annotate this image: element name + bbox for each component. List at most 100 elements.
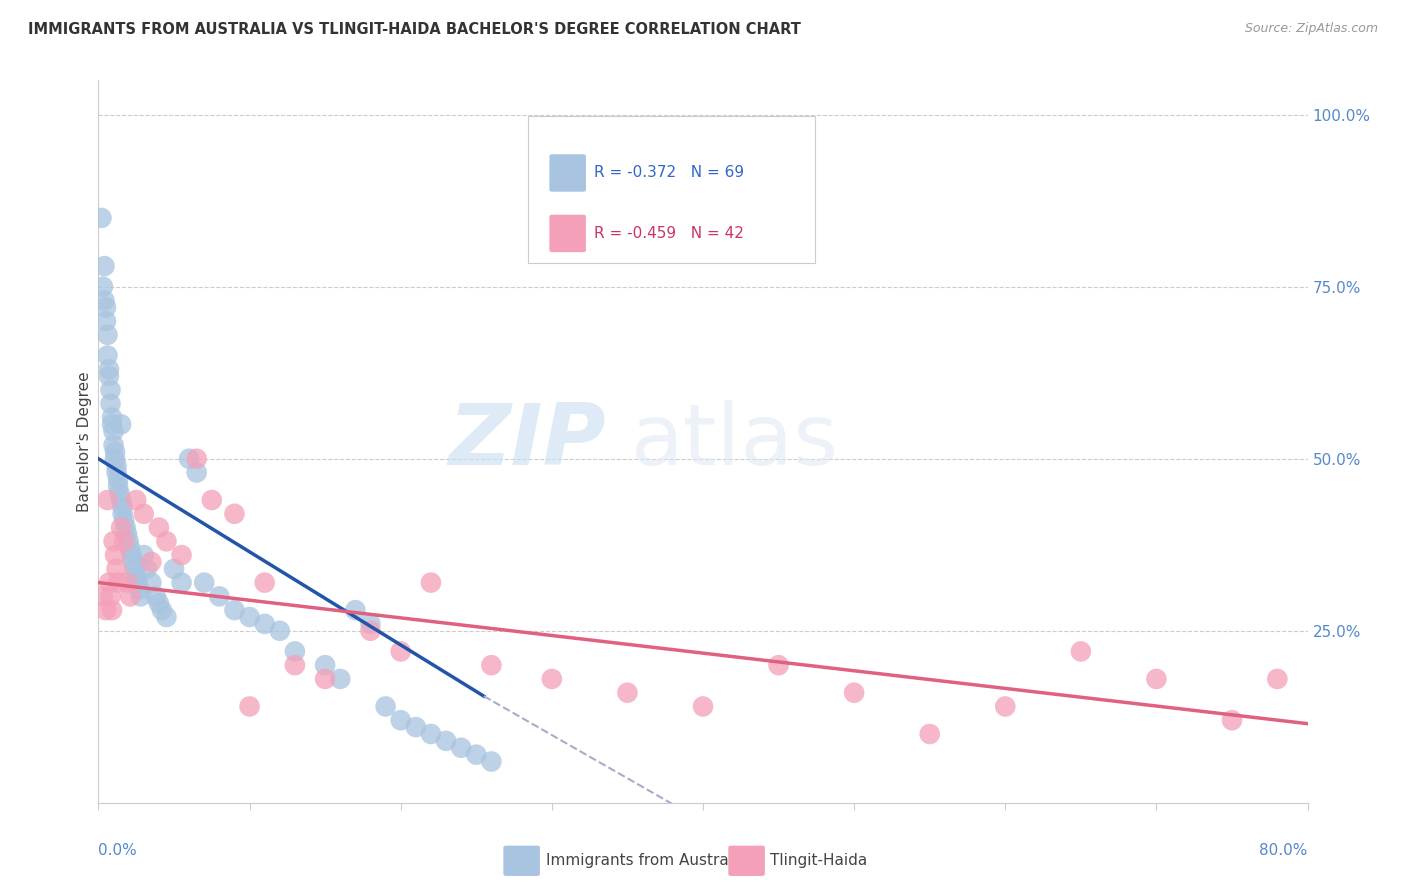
Point bbox=[100, 397, 122, 411]
Point bbox=[360, 624, 382, 638]
Point bbox=[128, 582, 150, 597]
Point bbox=[115, 527, 138, 541]
Point bbox=[112, 534, 135, 549]
Point bbox=[108, 486, 131, 500]
Point bbox=[481, 658, 503, 673]
Text: R = -0.372   N = 69: R = -0.372 N = 69 bbox=[595, 166, 745, 180]
Point bbox=[141, 575, 163, 590]
Point bbox=[450, 740, 472, 755]
Point bbox=[90, 211, 112, 225]
Point bbox=[104, 548, 127, 562]
Point bbox=[1070, 644, 1092, 658]
Point bbox=[96, 349, 118, 363]
Point bbox=[481, 755, 503, 769]
Point bbox=[434, 734, 457, 748]
Point bbox=[103, 534, 125, 549]
Point bbox=[224, 507, 246, 521]
Point bbox=[465, 747, 488, 762]
Point bbox=[110, 493, 132, 508]
Point bbox=[91, 590, 114, 604]
Y-axis label: Bachelor's Degree: Bachelor's Degree bbox=[77, 371, 91, 512]
Point bbox=[239, 610, 262, 624]
Point bbox=[389, 713, 412, 727]
Point bbox=[145, 590, 167, 604]
Point bbox=[186, 451, 208, 466]
Point bbox=[360, 616, 382, 631]
Point bbox=[100, 590, 122, 604]
Point bbox=[104, 445, 127, 459]
Point bbox=[94, 603, 117, 617]
Point bbox=[692, 699, 714, 714]
Text: ZIP: ZIP bbox=[449, 400, 606, 483]
Point bbox=[125, 568, 148, 582]
Point bbox=[114, 520, 136, 534]
Point bbox=[224, 603, 246, 617]
Text: R = -0.459   N = 42: R = -0.459 N = 42 bbox=[595, 226, 744, 241]
Point bbox=[253, 575, 276, 590]
Point bbox=[115, 575, 138, 590]
Point bbox=[93, 293, 115, 308]
Point bbox=[110, 520, 132, 534]
Point bbox=[420, 575, 443, 590]
Text: 0.0%: 0.0% bbox=[98, 843, 138, 857]
Text: atlas: atlas bbox=[630, 400, 838, 483]
Point bbox=[616, 686, 638, 700]
Point bbox=[163, 562, 186, 576]
Point bbox=[132, 507, 155, 521]
Point bbox=[107, 575, 129, 590]
Point bbox=[918, 727, 941, 741]
Point bbox=[98, 369, 121, 384]
Point bbox=[103, 438, 125, 452]
Point bbox=[101, 603, 124, 617]
Point bbox=[110, 417, 132, 432]
Text: Tlingit-Haida: Tlingit-Haida bbox=[770, 854, 868, 868]
Point bbox=[1144, 672, 1167, 686]
Point bbox=[96, 493, 118, 508]
Point bbox=[129, 590, 152, 604]
Point bbox=[186, 466, 208, 480]
Point bbox=[120, 541, 142, 556]
Point bbox=[193, 575, 215, 590]
Point bbox=[1220, 713, 1243, 727]
Point bbox=[141, 555, 163, 569]
Point bbox=[101, 410, 124, 425]
Point bbox=[105, 562, 128, 576]
Point bbox=[150, 603, 173, 617]
Point bbox=[93, 259, 115, 273]
Point bbox=[101, 417, 124, 432]
Point bbox=[768, 658, 790, 673]
Point bbox=[155, 610, 177, 624]
Point bbox=[98, 362, 121, 376]
Point bbox=[1267, 672, 1289, 686]
Point bbox=[239, 699, 262, 714]
Point bbox=[208, 590, 231, 604]
Point bbox=[105, 466, 128, 480]
Point bbox=[148, 596, 170, 610]
Point bbox=[540, 672, 562, 686]
Point bbox=[127, 575, 149, 590]
Point bbox=[111, 507, 134, 521]
Point bbox=[170, 575, 193, 590]
Text: IMMIGRANTS FROM AUSTRALIA VS TLINGIT-HAIDA BACHELOR'S DEGREE CORRELATION CHART: IMMIGRANTS FROM AUSTRALIA VS TLINGIT-HAI… bbox=[28, 22, 801, 37]
Point bbox=[120, 590, 142, 604]
Point bbox=[389, 644, 412, 658]
Point bbox=[94, 314, 117, 328]
Point bbox=[314, 672, 336, 686]
Point bbox=[112, 514, 135, 528]
Point bbox=[91, 279, 114, 293]
Point bbox=[374, 699, 396, 714]
Point bbox=[329, 672, 352, 686]
Point bbox=[314, 658, 336, 673]
Point bbox=[98, 575, 121, 590]
Point bbox=[96, 327, 118, 342]
Point bbox=[135, 562, 157, 576]
Point bbox=[121, 548, 143, 562]
Text: Source: ZipAtlas.com: Source: ZipAtlas.com bbox=[1244, 22, 1378, 36]
Point bbox=[405, 720, 427, 734]
Point bbox=[284, 658, 307, 673]
Point bbox=[269, 624, 291, 638]
Point bbox=[104, 451, 127, 466]
Point bbox=[122, 555, 145, 569]
Point bbox=[179, 451, 201, 466]
Point bbox=[107, 479, 129, 493]
